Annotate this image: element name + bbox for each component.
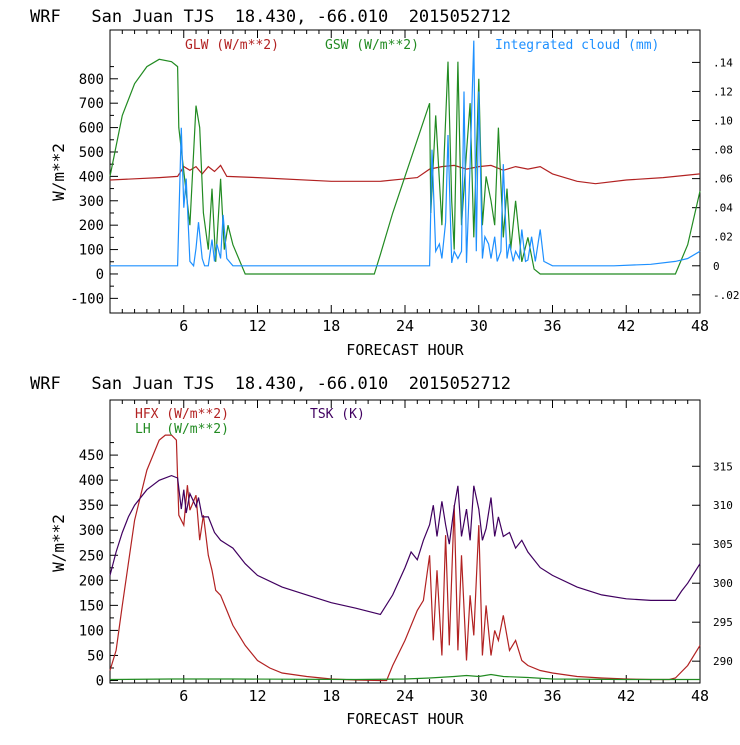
y-tick-label: 400: [79, 473, 104, 489]
chart2-legend-lh: LH (W/m**2): [135, 422, 229, 437]
y-tick-label: 450: [79, 448, 104, 464]
x-tick-label: 18: [322, 687, 340, 705]
y-tick-label: 300: [79, 523, 104, 539]
y-tick-label: 150: [79, 598, 104, 614]
y-tick-label: 200: [79, 573, 104, 589]
chart2-series: [109, 434, 701, 682]
x-tick-label: 18: [322, 317, 340, 335]
chart1-legend-glw: GLW (W/m**2): [185, 38, 279, 53]
y-tick-label: 50: [87, 648, 104, 664]
y2-tick-label: 290: [713, 655, 733, 668]
y2-tick-label: 310: [713, 499, 733, 512]
chart1-title: WRF San Juan TJS 18.430, -66.010 2015052…: [30, 7, 511, 27]
y-tick-label: 100: [79, 243, 104, 259]
chart2-y-axis-label: W/m**2: [49, 514, 68, 572]
y-tick-label: 0: [96, 673, 104, 689]
chart1-series: [109, 40, 701, 275]
chart2-axes: 6 12 18 24 30 36 42 48 0 50 100 150 200 250 300 350 400 4…: [79, 400, 733, 705]
y-tick-label: 800: [79, 72, 104, 88]
y2-tick-label: 300: [713, 577, 733, 590]
y2-tick-label: 295: [713, 616, 733, 629]
x-tick-label: 6: [179, 687, 188, 705]
x-tick-label: 42: [617, 687, 635, 705]
y2-tick-label: .06: [713, 173, 733, 186]
y2-tick-label: .12: [713, 85, 733, 98]
x-tick-label: 12: [248, 687, 266, 705]
y-tick-label: -100: [70, 291, 104, 307]
series-line-0-2: [110, 40, 701, 268]
chart1-legend-gsw: GSW (W/m**2): [325, 38, 419, 53]
y-tick-label: 250: [79, 548, 104, 564]
x-tick-label: 48: [691, 687, 709, 705]
y2-tick-label: 315: [713, 460, 733, 473]
y-tick-label: 600: [79, 121, 104, 137]
chart1-legend-cloud: Integrated cloud (mm): [495, 38, 659, 53]
x-tick-label: 6: [179, 317, 188, 335]
x-tick-label: 24: [396, 317, 414, 335]
chart2-title: WRF San Juan TJS 18.430, -66.010 2015052…: [30, 374, 511, 394]
y-tick-label: 100: [79, 623, 104, 639]
x-tick-label: 48: [691, 317, 709, 335]
y2-tick-label: .08: [713, 144, 733, 157]
y2-tick-label: .10: [713, 115, 733, 128]
series-line-0-1: [109, 58, 701, 275]
y2-tick-label: .14: [713, 56, 733, 69]
x-tick-label: 36: [543, 687, 561, 705]
chart2-x-axis-label: FORECAST HOUR: [346, 710, 464, 728]
y-tick-label: 500: [79, 145, 104, 161]
series-line-1-2: [109, 474, 701, 616]
y-tick-label: 200: [79, 218, 104, 234]
y-tick-label: 700: [79, 96, 104, 112]
x-tick-label: 12: [248, 317, 266, 335]
chart2-legend-tsk: TSK (K): [310, 407, 365, 422]
series-line-1-0: [109, 434, 701, 682]
y-tick-label: 0: [96, 267, 104, 283]
chart1-y-axis-label: W/m**2: [49, 143, 68, 201]
y2-tick-label: .04: [713, 202, 733, 215]
y-tick-label: 300: [79, 194, 104, 210]
x-tick-label: 30: [470, 317, 488, 335]
y2-tick-label: 0: [713, 260, 720, 273]
x-tick-label: 42: [617, 317, 635, 335]
y2-tick-label: .02: [713, 231, 733, 244]
x-tick-label: 36: [543, 317, 561, 335]
y-tick-label: 350: [79, 498, 104, 514]
chart1-axes: 6 12 18 24 30 36 42 48 -100 0 100 200 300 400 500 600 70…: [70, 30, 740, 335]
y2-tick-label: -.02: [713, 289, 740, 302]
series-line-1-1: [109, 673, 700, 681]
y2-tick-label: 305: [713, 538, 733, 551]
y-tick-label: 400: [79, 169, 104, 185]
x-tick-label: 24: [396, 687, 414, 705]
x-tick-label: 30: [470, 687, 488, 705]
chart2-legend-hfx: HFX (W/m**2): [135, 407, 229, 422]
chart1-x-axis-label: FORECAST HOUR: [346, 341, 464, 359]
